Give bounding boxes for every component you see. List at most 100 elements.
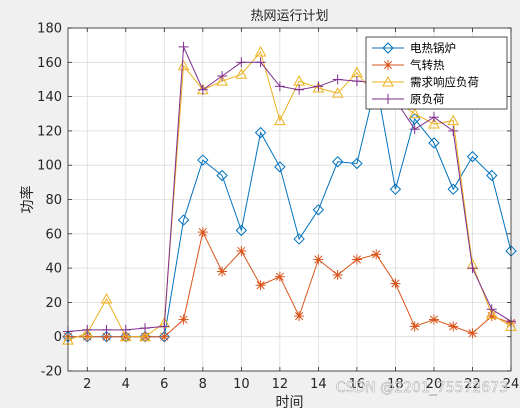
triangle-marker <box>312 81 325 93</box>
asterisk-marker <box>159 331 170 342</box>
legend-label: 原负荷 <box>410 92 445 106</box>
plus-marker <box>467 263 478 274</box>
plus-marker <box>140 323 151 334</box>
y-tick-label: -20 <box>41 365 62 380</box>
y-tick-label: 140 <box>37 90 62 105</box>
asterisk-marker <box>217 266 228 277</box>
asterisk-marker <box>448 321 459 332</box>
plus-marker <box>120 324 131 335</box>
plus-marker <box>294 84 305 95</box>
plus-marker <box>351 76 362 87</box>
diamond-marker <box>312 204 325 216</box>
x-axis-label: 时间 <box>276 395 304 408</box>
plus-marker <box>217 71 228 82</box>
plus-marker <box>486 304 497 315</box>
asterisk-marker <box>351 254 362 265</box>
x-tick-label: 6 <box>160 377 168 392</box>
diamond-marker <box>293 233 305 245</box>
plus-marker <box>197 84 208 95</box>
plus-marker <box>255 57 266 68</box>
asterisk-marker <box>294 311 305 322</box>
x-tick-label: 12 <box>272 377 289 392</box>
plus-marker <box>409 124 420 135</box>
y-tick-label: 40 <box>45 262 62 277</box>
triangle-marker <box>139 330 151 342</box>
x-tick-label: 4 <box>122 377 130 392</box>
plus-marker <box>332 74 343 85</box>
triangle-marker <box>100 292 113 304</box>
asterisk-marker <box>274 271 285 282</box>
triangle-marker <box>331 87 344 98</box>
x-tick-label: 20 <box>426 377 443 392</box>
legend-item: 需求响应负荷 <box>372 75 479 89</box>
diamond-marker <box>197 154 209 166</box>
legend-item: 原负荷 <box>372 92 445 106</box>
diamond-marker <box>408 113 421 125</box>
plus-marker <box>448 125 459 136</box>
legend-box <box>365 36 508 110</box>
asterisk-marker <box>428 314 439 325</box>
triangle-marker <box>428 118 440 129</box>
watermark: CSDN @2201_75572673 <box>336 380 508 396</box>
legend-label: 气转热 <box>410 58 445 72</box>
triangle-marker <box>408 107 421 119</box>
chart-title: 热网运行计划 <box>250 9 328 24</box>
plot-frame <box>67 27 512 372</box>
diamond-marker <box>389 183 402 195</box>
y-tick-label: 60 <box>45 227 62 242</box>
y-tick-label: 180 <box>37 22 62 37</box>
triangle-marker <box>177 59 190 71</box>
y-tick-label: 20 <box>45 296 62 311</box>
asterisk-marker <box>255 280 266 291</box>
asterisk-marker <box>332 269 343 280</box>
series-group <box>62 41 517 345</box>
asterisk-marker <box>197 227 208 238</box>
triangle-marker <box>235 68 248 79</box>
x-tick-label: 18 <box>387 377 404 392</box>
triangle-marker <box>485 308 498 319</box>
diamond-marker <box>466 150 479 163</box>
diamond-marker <box>428 137 440 149</box>
plus-marker <box>428 112 439 123</box>
asterisk-marker <box>236 245 247 256</box>
x-tick-label: 14 <box>310 377 327 392</box>
legend-item: 气转热 <box>372 58 445 72</box>
triangle-marker <box>447 114 460 126</box>
plus-marker <box>313 81 324 92</box>
y-tick-label: 0 <box>54 330 62 345</box>
plus-marker <box>101 324 112 335</box>
x-tick-label: 2 <box>83 377 91 392</box>
asterisk-marker <box>467 328 478 339</box>
triangle-marker <box>119 330 132 342</box>
plus-marker <box>178 41 189 52</box>
asterisk-marker <box>178 314 189 325</box>
tick-labels: 2 4 6 8 10 12 14 16 18 20 22 24-2002040608010012014… <box>37 22 519 393</box>
legend-label: 需求响应负荷 <box>410 75 479 89</box>
legend-item: 电热锅炉 <box>372 41 456 55</box>
y-tick-label: 80 <box>45 193 62 208</box>
y-tick-label: 100 <box>37 159 62 174</box>
plus-marker <box>159 321 170 332</box>
diamond-marker <box>235 224 248 237</box>
triangle-marker <box>382 75 394 87</box>
x-tick-label: 8 <box>199 377 207 392</box>
plus-marker <box>82 324 93 335</box>
asterisk-marker <box>390 278 401 289</box>
y-tick-label: 160 <box>37 56 62 71</box>
x-tick-label: 16 <box>349 377 366 392</box>
x-tick-label: 22 <box>464 377 481 392</box>
asterisk-marker <box>409 321 420 332</box>
plus-marker <box>236 57 247 68</box>
plus-marker <box>274 81 285 92</box>
asterisk-marker <box>313 254 324 265</box>
triangle-marker <box>216 75 228 86</box>
diamond-marker <box>331 156 344 168</box>
diamond-marker <box>351 157 363 170</box>
diamond-marker <box>382 42 394 54</box>
x-tick-label: 24 <box>503 377 520 392</box>
x-tick-label: 10 <box>233 377 250 392</box>
diamond-marker <box>274 161 286 173</box>
diamond-marker <box>177 214 190 226</box>
